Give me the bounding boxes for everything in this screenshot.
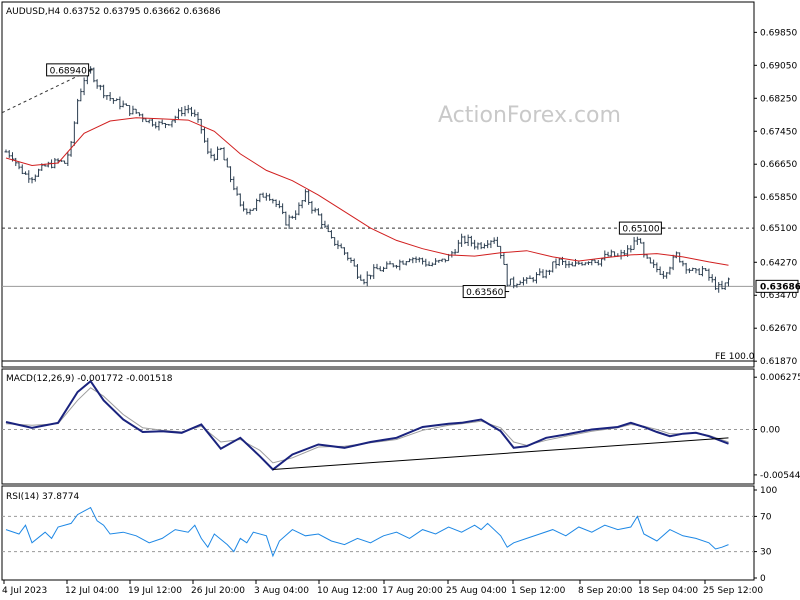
price-title: AUDUSD,H4 0.63752 0.63795 0.63662 0.6368…	[6, 7, 221, 17]
macd-trendline	[272, 437, 729, 470]
rsi-y-tick-label: 70	[760, 512, 772, 522]
price-y-tick-label: 0.68250	[760, 94, 797, 104]
price-hline-label: 0.65100	[760, 224, 797, 234]
x-tick-label: 4 Jul 2023	[2, 586, 47, 596]
price-y-tick-label: 0.62670	[760, 324, 797, 334]
rsi-y-tick-label: 0	[760, 574, 766, 584]
macd-line	[5, 379, 729, 471]
macd-title: MACD(12,26,9) -0.001772 -0.001518	[6, 374, 173, 384]
price-y-tick-label: 0.63470	[760, 291, 797, 301]
price-y-tick-label: 0.66650	[760, 160, 797, 170]
price-hline-label-box	[756, 222, 798, 235]
fe-label: FE 100.0	[715, 352, 755, 362]
price-hline-label: 0.63686	[760, 282, 800, 292]
x-tick-label: 26 Jul 20:00	[191, 586, 245, 596]
price-y-tick-label: 0.69050	[760, 61, 797, 71]
x-tick-label: 1 Sep 12:00	[511, 586, 566, 596]
annotation-label: 0.65100	[622, 225, 659, 235]
x-tick-label: 19 Jul 12:00	[128, 586, 182, 596]
x-tick-label: 3 Aug 04:00	[254, 586, 309, 596]
macd-panel-frame	[1, 368, 755, 485]
macd-y-tick-label: 0.00	[760, 426, 780, 436]
watermark: ActionForex.com	[438, 103, 621, 128]
price-panel-frame	[1, 1, 755, 368]
moving-average-line	[5, 117, 729, 266]
price-y-tick-label: 0.67450	[760, 127, 797, 137]
x-tick-label: 25 Sep 12:00	[703, 586, 763, 596]
rsi-line	[5, 506, 729, 558]
macd-y-tick-label: -0.005446	[760, 471, 800, 481]
x-tick-label: 12 Jul 04:00	[65, 586, 119, 596]
annotation-label: 0.63560	[466, 288, 503, 298]
x-tick-label: 25 Aug 04:00	[446, 586, 507, 596]
price-y-tick-label: 0.69850	[760, 28, 797, 38]
x-tick-label: 18 Sep 04:00	[638, 586, 698, 596]
x-tick-label: 8 Sep 20:00	[578, 586, 633, 596]
rsi-y-tick-label: 100	[760, 486, 777, 496]
macd-y-tick-label: 0.006275	[760, 373, 800, 383]
price-trend-dashed	[1, 69, 91, 114]
rsi-y-tick-label: 30	[760, 548, 772, 558]
annotation-label: 0.68940	[50, 66, 87, 76]
x-tick-label: 10 Aug 12:00	[317, 586, 378, 596]
x-tick-label: 17 Aug 20:00	[382, 586, 443, 596]
price-y-tick-label: 0.65850	[760, 193, 797, 203]
rsi-title: RSI(14) 37.8774	[6, 492, 79, 502]
price-hline-label-box	[755, 279, 799, 293]
price-y-tick-label: 0.64270	[760, 258, 797, 268]
price-y-tick-label: 0.61870	[760, 357, 797, 367]
